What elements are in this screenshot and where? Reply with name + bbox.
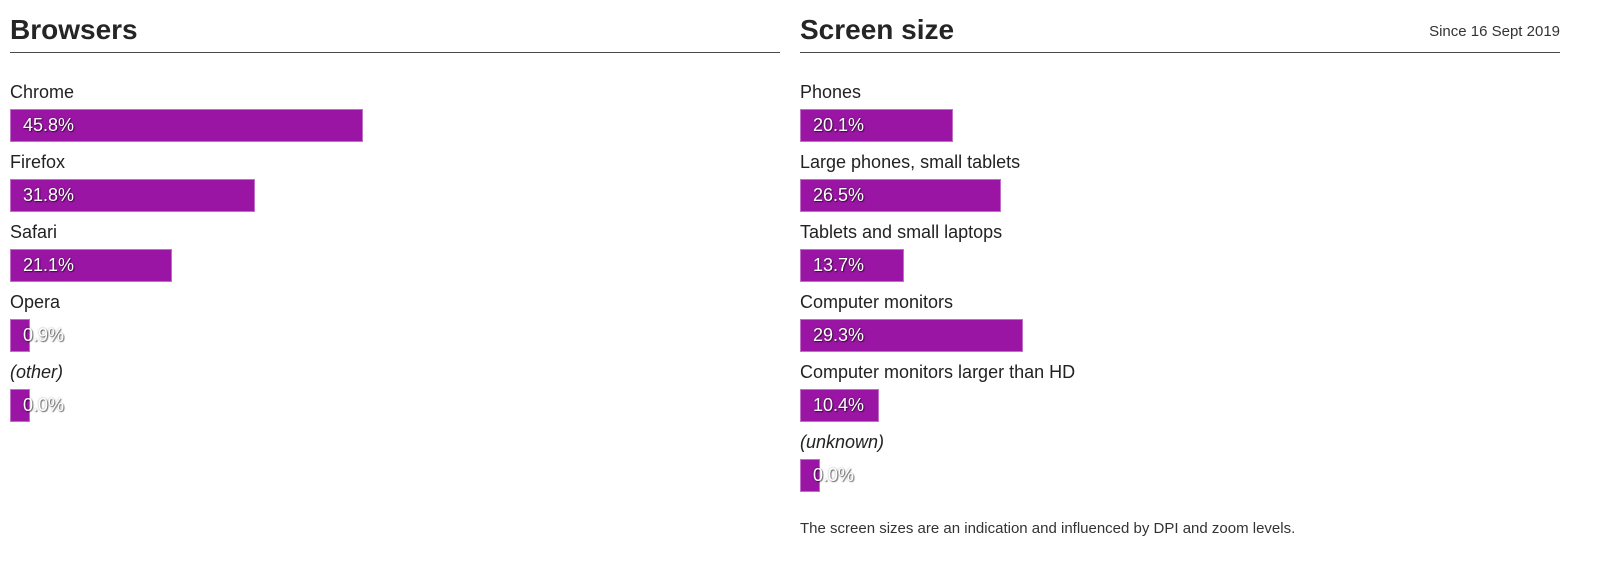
bar-value-label: 13.7%: [813, 255, 865, 275]
chart-row-safari: Safari 21.1%: [10, 222, 780, 282]
section-screen-size: Screen size Since 16 Sept 2019 Phones 20…: [800, 14, 1560, 537]
bar-value-label: 29.3%: [813, 325, 865, 345]
bar-value-label: 10.4%: [813, 395, 865, 415]
row-label: Computer monitors larger than HD: [800, 362, 1076, 382]
row-label: Opera: [10, 292, 61, 312]
chart-row-large-phones-small-tablets: Large phones, small tablets 26.5%: [800, 152, 1560, 212]
section-title: Screen size: [800, 14, 955, 45]
bar[interactable]: 10.4%: [800, 389, 880, 422]
chart-row-opera: Opera 0.9%: [10, 292, 780, 352]
row-label: (other): [10, 362, 64, 382]
section-header: Screen size Since 16 Sept 2019: [800, 14, 1560, 53]
bar[interactable]: 29.3%: [800, 319, 1023, 352]
chart-row-computer-monitors-larger-than-hd: Computer monitors larger than HD 10.4%: [800, 362, 1560, 422]
bar[interactable]: 0.9%: [10, 319, 64, 352]
row-label: Chrome: [10, 82, 75, 102]
row-label: Tablets and small laptops: [800, 222, 1003, 242]
row-label: (unknown): [800, 432, 885, 452]
bar-value-label: 0.0%: [813, 465, 855, 485]
chart-row-unknown: (unknown) 0.0%: [800, 432, 1560, 492]
bar-value-label: 21.1%: [23, 255, 75, 275]
bar-value-label: 26.5%: [813, 185, 865, 205]
bar[interactable]: 0.0%: [800, 459, 854, 492]
chart-row-other: (other) 0.0%: [10, 362, 780, 422]
bar[interactable]: 26.5%: [800, 179, 1002, 212]
section-header: Browsers: [10, 14, 780, 53]
chart-row-computer-monitors: Computer monitors 29.3%: [800, 292, 1560, 352]
stats-dashboard: Browsers Chrome 45.8% Firefox 31.8% Safa…: [10, 14, 1560, 537]
row-label: Computer monitors: [800, 292, 954, 312]
bar[interactable]: 31.8%: [10, 179, 255, 212]
row-label: Large phones, small tablets: [800, 152, 1021, 172]
row-label: Phones: [800, 82, 862, 102]
bar-value-label: 45.8%: [23, 115, 75, 135]
chart-row-tablets-and-small-laptops: Tablets and small laptops 13.7%: [800, 222, 1560, 282]
bar[interactable]: 21.1%: [10, 249, 173, 282]
bar[interactable]: 20.1%: [800, 109, 953, 142]
section-footnote: The screen sizes are an indication and i…: [800, 520, 1296, 537]
chart-row-firefox: Firefox 31.8%: [10, 152, 780, 212]
bar-rows: Phones 20.1% Large phones, small tablets…: [800, 82, 1560, 492]
bar-value-label: 31.8%: [23, 185, 75, 205]
section-date-note: Since 16 Sept 2019: [1429, 23, 1560, 40]
bar[interactable]: 45.8%: [10, 109, 363, 142]
bar[interactable]: 0.0%: [10, 389, 64, 422]
bar-value-label: 20.1%: [813, 115, 865, 135]
section-title: Browsers: [10, 14, 138, 45]
bar-value-label: 0.0%: [23, 395, 65, 415]
row-label: Safari: [10, 222, 58, 242]
bar-value-label: 0.9%: [23, 325, 65, 345]
bar[interactable]: 13.7%: [800, 249, 905, 282]
bar-rows: Chrome 45.8% Firefox 31.8% Safari 21.1% …: [10, 82, 780, 422]
row-label: Firefox: [10, 152, 66, 172]
section-browsers: Browsers Chrome 45.8% Firefox 31.8% Safa…: [10, 14, 780, 537]
chart-row-phones: Phones 20.1%: [800, 82, 1560, 142]
chart-row-chrome: Chrome 45.8%: [10, 82, 780, 142]
